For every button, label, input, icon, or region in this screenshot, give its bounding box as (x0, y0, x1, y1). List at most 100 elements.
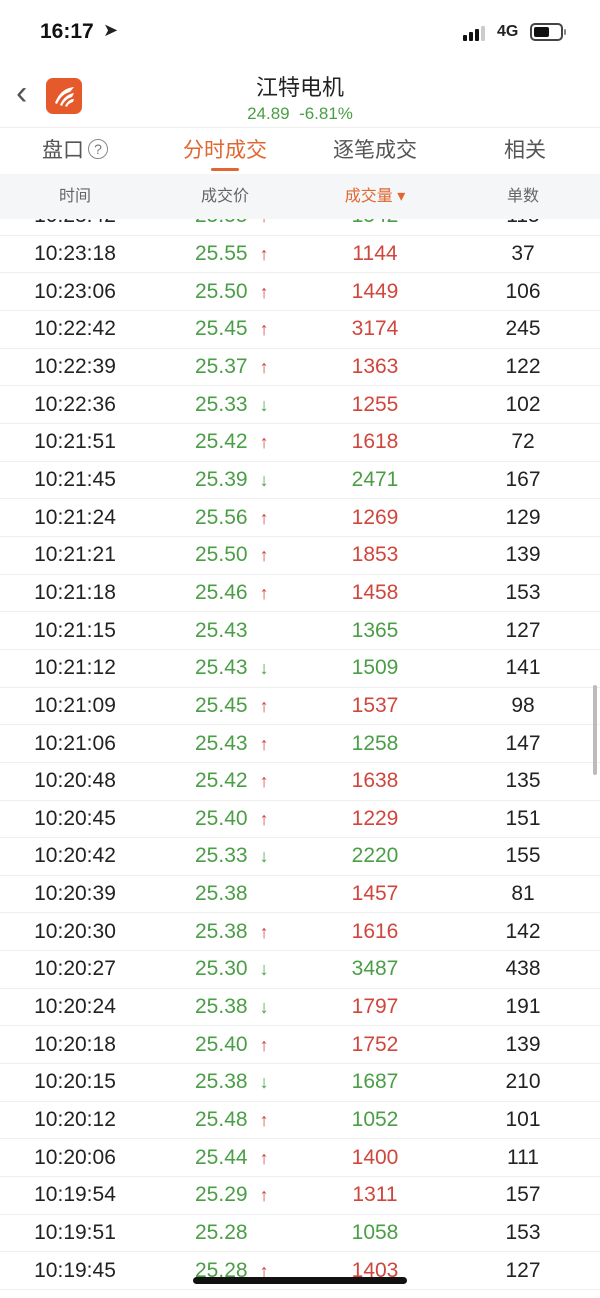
table-row: 10:19:51 25.28 1058 153 (0, 1215, 600, 1253)
trade-volume: 1457 (351, 882, 399, 906)
table-header: 时间 成交价 成交量 ▾ 单数 (0, 174, 600, 219)
trade-price: 25.28 (195, 1221, 248, 1245)
trade-price: 25.40 (195, 806, 248, 830)
trade-volume: 1229 (351, 806, 399, 830)
trade-time: 10:20:30 (34, 919, 116, 943)
table-row: 10:20:39 25.38 1457 81 (0, 876, 600, 914)
trade-price: 25.28 (195, 1258, 248, 1282)
arrow-up-icon: ↑ (259, 432, 269, 453)
table-row: 10:21:09 25.45 ↑ 1537 98 (0, 688, 600, 726)
trade-price: 25.38 (195, 919, 248, 943)
trade-volume: 2220 (351, 844, 399, 868)
arrow-up-icon: ↑ (259, 243, 269, 264)
home-indicator[interactable] (193, 1277, 407, 1284)
arrow-up-icon: ↑ (259, 1110, 269, 1131)
trade-time: 10:23:06 (34, 279, 116, 303)
trade-time: 10:21:24 (34, 505, 116, 529)
trade-price: 25.43 (195, 731, 248, 755)
stock-name: 江特电机 (255, 75, 344, 100)
back-chevron-icon[interactable]: ‹ (16, 74, 28, 112)
app-logo-icon[interactable] (46, 78, 82, 114)
trade-price: 25.48 (195, 1108, 248, 1132)
trade-price: 25.50 (195, 543, 248, 567)
table-row: 10:22:36 25.33 ↓ 1255 102 (0, 386, 600, 424)
battery-icon (530, 23, 566, 41)
arrow-down-icon: ↓ (259, 997, 269, 1018)
trade-count: 153 (505, 580, 541, 604)
trade-price: 25.38 (195, 995, 248, 1019)
trade-volume: 3487 (351, 957, 399, 981)
trade-volume: 1258 (351, 731, 399, 755)
trade-count: 101 (505, 1108, 541, 1132)
trade-time: 10:21:09 (34, 693, 116, 717)
table-row: 10:21:15 25.43 1365 127 (0, 612, 600, 650)
scrollbar[interactable] (593, 685, 597, 775)
trade-time: 10:21:51 (34, 430, 116, 454)
trade-count: 127 (505, 1258, 541, 1282)
table-row: 10:22:39 25.37 ↑ 1363 122 (0, 349, 600, 387)
trade-price: 25.30 (195, 957, 248, 981)
trade-volume: 1509 (351, 656, 399, 680)
table-row: 10:20:18 25.40 ↑ 1752 139 (0, 1026, 600, 1065)
trade-count: 111 (507, 1145, 539, 1169)
table-row: 10:20:30 25.38 ↑ 1616 142 (0, 913, 600, 952)
table-row: 10:20:27 25.30 ↓ 3487 438 (0, 951, 600, 989)
table-row: 10:20:48 25.42 ↑ 1638 135 (0, 763, 600, 801)
tab-tick-trades[interactable]: 逐笔成交 (333, 139, 417, 162)
tab-order-book[interactable]: 盘口? (0, 128, 150, 174)
column-volume[interactable]: 成交量 ▾ (344, 188, 406, 205)
column-count[interactable]: 单数 (506, 188, 539, 205)
trade-count: 153 (505, 1221, 541, 1245)
location-arrow-icon: ➤ (103, 20, 119, 40)
status-time: 16:17 (40, 20, 94, 43)
signal-icon (463, 26, 485, 41)
trade-count: 129 (505, 505, 541, 529)
arrow-up-icon: ↑ (259, 695, 269, 716)
arrow-down-icon: ↓ (259, 658, 269, 679)
arrow-up-icon: ↑ (259, 319, 269, 340)
arrow-down-icon: ↓ (259, 959, 269, 980)
trade-count: 72 (511, 430, 535, 454)
column-time[interactable]: 时间 (58, 188, 91, 205)
table-row: 10:21:24 25.56 ↑ 1269 129 (0, 499, 600, 537)
trade-price: 25.45 (195, 693, 248, 717)
arrow-down-icon: ↓ (259, 469, 269, 490)
trade-time: 10:20:45 (34, 806, 116, 830)
tab-minute-trades[interactable]: 分时成交 (150, 128, 300, 174)
arrow-up-icon: ↑ (259, 545, 269, 566)
table-row: 10:21:06 25.43 ↑ 1258 147 (0, 725, 600, 763)
trade-count: 98 (511, 693, 535, 717)
trade-count: 135 (505, 769, 541, 793)
help-icon[interactable]: ? (88, 139, 108, 159)
trade-count: 81 (511, 882, 535, 906)
trade-volume: 1752 (351, 1032, 399, 1056)
trade-time: 10:21:06 (34, 731, 116, 755)
trade-count: 127 (505, 618, 541, 642)
trade-time: 10:20:15 (34, 1070, 116, 1094)
trade-time: 10:20:27 (34, 957, 116, 981)
trade-list[interactable]: 10:23:4225.55↑154211510:23:1825.55↑11443… (0, 198, 600, 1291)
trade-price: 25.39 (195, 467, 248, 491)
trade-time: 10:21:45 (34, 467, 116, 491)
table-row: 10:21:12 25.43 ↓ 1509 141 (0, 650, 600, 688)
arrow-up-icon: ↑ (259, 733, 269, 754)
trade-volume: 1311 (352, 1183, 398, 1207)
trade-time: 10:21:18 (34, 580, 116, 604)
column-price[interactable]: 成交价 (200, 188, 249, 205)
trade-time: 10:19:45 (34, 1258, 116, 1282)
trade-volume: 1400 (351, 1145, 399, 1169)
table-row: 10:21:51 25.42 ↑ 1618 72 (0, 424, 600, 462)
trade-time: 10:19:54 (34, 1183, 116, 1207)
table-row: 10:23:18 25.55 ↑ 1144 37 (0, 236, 600, 274)
arrow-up-icon: ↑ (259, 1260, 269, 1281)
trade-price: 25.42 (195, 769, 248, 793)
arrow-down-icon: ↓ (259, 394, 269, 415)
arrow-up-icon: ↑ (259, 507, 269, 528)
stock-change: -6.81% (299, 104, 353, 123)
tab-related[interactable]: 相关 (504, 139, 546, 162)
trade-volume: 1638 (351, 769, 399, 793)
trade-count: 167 (505, 467, 541, 491)
trade-volume: 1144 (352, 241, 398, 265)
arrow-down-icon: ↓ (259, 846, 269, 867)
trade-count: 151 (505, 806, 541, 830)
